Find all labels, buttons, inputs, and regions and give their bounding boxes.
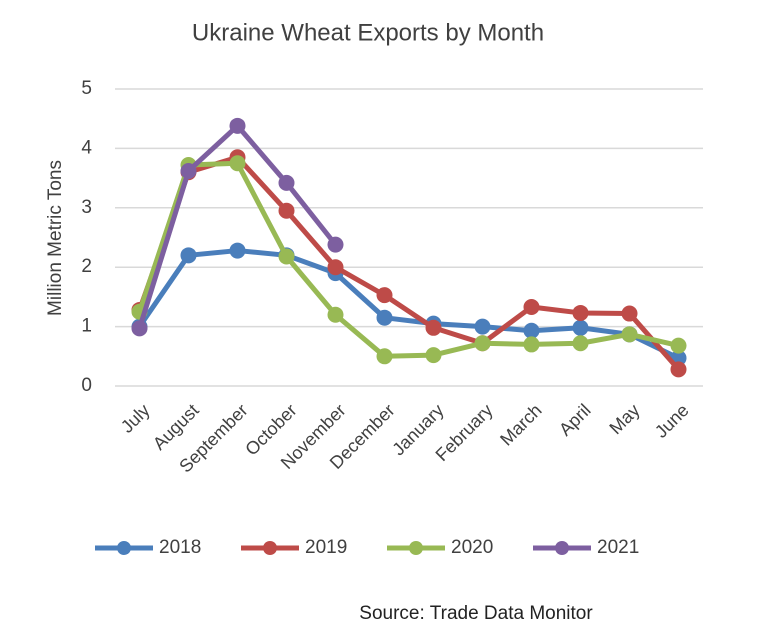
legend-label: 2018 <box>159 537 201 558</box>
data-point <box>229 155 246 172</box>
series-line <box>137 154 681 372</box>
x-tick-label: April <box>555 400 595 440</box>
y-axis-label: Million Metric Tons <box>45 160 66 316</box>
legend-label: 2020 <box>451 537 493 558</box>
legend-marker <box>409 541 423 555</box>
data-point <box>131 320 148 337</box>
data-point <box>180 162 197 179</box>
data-point <box>572 335 589 352</box>
data-point <box>327 236 344 253</box>
x-tick-label: June <box>651 400 693 442</box>
data-point <box>278 202 295 219</box>
x-tick-label: May <box>605 400 643 438</box>
data-point <box>474 318 491 335</box>
legend-label: 2021 <box>597 537 639 558</box>
data-point <box>523 322 540 339</box>
x-tick-label: March <box>496 400 546 450</box>
data-point <box>425 319 442 336</box>
data-point <box>425 347 442 364</box>
series-line <box>137 248 680 361</box>
series-line <box>137 160 680 359</box>
data-point <box>229 242 246 259</box>
chart-title: Ukraine Wheat Exports by Month <box>192 19 544 46</box>
data-point <box>572 304 589 321</box>
legend-label: 2019 <box>305 537 347 558</box>
data-point <box>376 309 393 326</box>
legend-marker <box>555 541 569 555</box>
data-point <box>229 117 246 134</box>
legend-marker <box>263 541 277 555</box>
y-tick-label: 1 <box>81 316 92 337</box>
y-tick-label: 0 <box>81 375 92 396</box>
data-point <box>621 305 638 322</box>
data-point <box>327 306 344 323</box>
data-point <box>327 259 344 276</box>
x-tick-label: July <box>117 400 154 437</box>
data-point <box>278 174 295 191</box>
data-point <box>670 337 687 354</box>
data-point <box>670 361 687 378</box>
data-point <box>376 287 393 304</box>
data-point <box>376 348 393 365</box>
y-tick-label: 5 <box>81 78 92 99</box>
data-point <box>278 248 295 265</box>
data-point <box>180 247 197 264</box>
data-point <box>523 298 540 315</box>
data-point <box>572 319 589 336</box>
y-tick-label: 2 <box>81 256 92 277</box>
data-point <box>621 326 638 343</box>
source-note: Source: Trade Data Monitor <box>359 603 593 624</box>
y-tick-label: 3 <box>81 197 92 218</box>
legend-marker <box>117 541 131 555</box>
data-point <box>474 335 491 352</box>
data-point <box>523 336 540 353</box>
y-tick-label: 4 <box>81 137 92 158</box>
